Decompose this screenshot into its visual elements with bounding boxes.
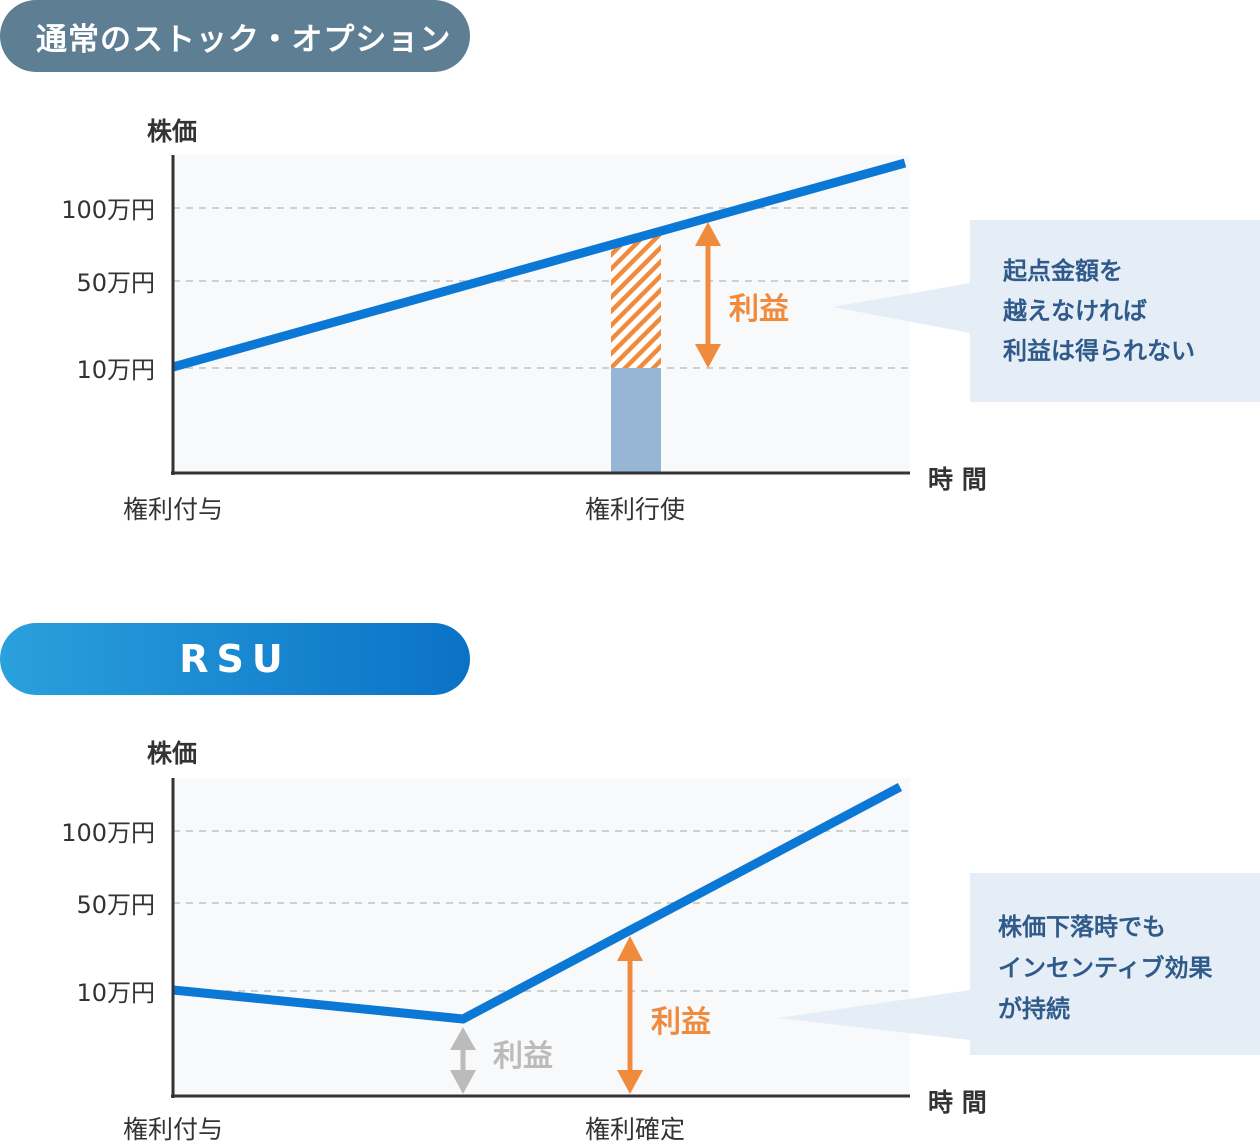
y-axis-label: 株価 bbox=[147, 117, 197, 146]
profit-label-1: 利益 bbox=[729, 292, 789, 327]
y-axis-label: 株価 bbox=[147, 739, 197, 768]
profit-hatched-area bbox=[611, 230, 661, 368]
x-axis-label: 時 間 bbox=[928, 465, 987, 494]
gray-arrow-head-down bbox=[450, 1070, 476, 1094]
callout-1-line-1: 起点金額を bbox=[1002, 257, 1123, 285]
callout-2-line-1: 株価下落時でも bbox=[998, 913, 1166, 941]
tick-label-10: 10万円 bbox=[76, 979, 155, 1007]
tick-label-10: 10万円 bbox=[76, 356, 155, 384]
gray-arrow-head-up bbox=[450, 1027, 476, 1050]
callout-pointer-2 bbox=[778, 990, 970, 1040]
x-label-vesting: 権利確定 bbox=[585, 1115, 685, 1144]
x-label-exercise: 権利行使 bbox=[585, 495, 685, 524]
callout-1-line-3: 利益は得られない bbox=[1003, 337, 1195, 365]
callout-pointer-1 bbox=[833, 283, 970, 333]
tick-label-50: 50万円 bbox=[76, 269, 155, 297]
stock-price-line-2 bbox=[172, 783, 903, 1024]
tick-label-100: 100万円 bbox=[61, 196, 155, 224]
profit-label-2: 利益 bbox=[651, 1005, 711, 1040]
callout-2-line-3: が持続 bbox=[998, 995, 1070, 1023]
profit-arrow-head-down bbox=[617, 1070, 643, 1094]
callout-2-line-2: インセンティブ効果 bbox=[998, 954, 1213, 982]
tick-label-50: 50万円 bbox=[76, 891, 155, 919]
callout-box-2 bbox=[970, 873, 1260, 1055]
callout-box-1 bbox=[970, 220, 1260, 402]
x-axis-label: 時 間 bbox=[928, 1088, 987, 1117]
profit-arrow-head-down bbox=[695, 344, 721, 368]
profit-label-gray: 利益 bbox=[493, 1039, 553, 1074]
tick-label-100: 100万円 bbox=[61, 819, 155, 847]
profit-arrow-head-up bbox=[695, 222, 721, 246]
x-label-grant: 権利付与 bbox=[123, 1115, 223, 1144]
section-title-stock-option: 通常のストック・オプション bbox=[0, 0, 470, 72]
x-label-grant: 権利付与 bbox=[123, 495, 223, 524]
profit-arrow-head-up bbox=[617, 936, 643, 961]
callout-1-line-2: 越えなければ bbox=[1003, 297, 1147, 325]
plot-background-1 bbox=[173, 155, 910, 473]
stock-price-line-1 bbox=[171, 158, 907, 372]
section-title-rsu: RSU bbox=[0, 623, 470, 695]
strike-price-bar bbox=[611, 368, 661, 473]
